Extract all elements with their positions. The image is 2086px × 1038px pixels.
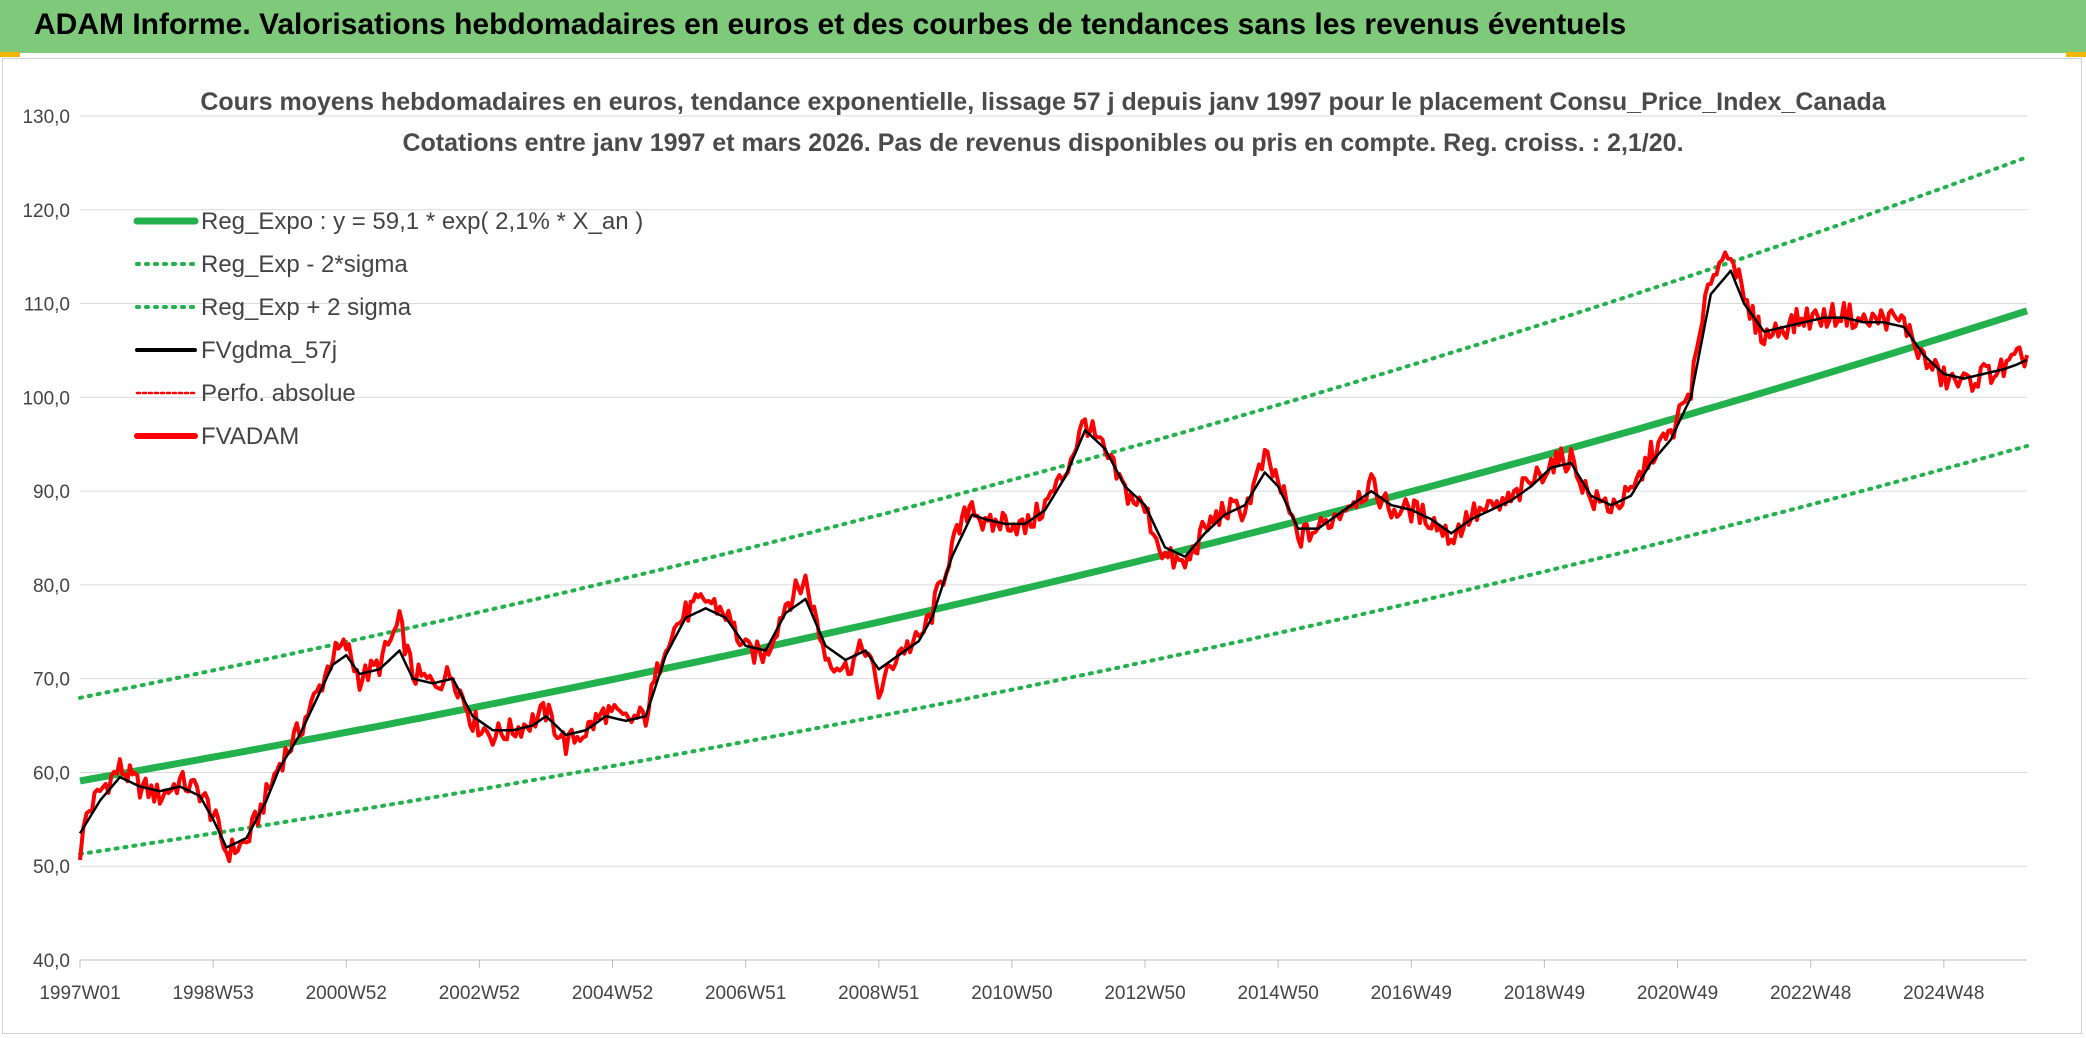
- x-tick-label: 2000W52: [306, 983, 387, 1004]
- legend-label: FVgdma_57j: [201, 337, 337, 364]
- y-tick-label: 40,0: [33, 951, 70, 972]
- x-tick-label: 2020W49: [1637, 983, 1718, 1004]
- chart-subtitle: Cotations entre janv 1997 et mars 2026. …: [402, 129, 1683, 157]
- report-header: ADAM Informe. Valorisations hebdomadaire…: [0, 0, 2086, 53]
- x-tick-label: 2002W52: [439, 983, 520, 1004]
- y-tick-label: 90,0: [33, 482, 70, 503]
- x-tick-label: 1997W01: [39, 983, 120, 1004]
- x-tick-label: 2024W48: [1903, 983, 1984, 1004]
- legend-label: Perfo. absolue: [201, 380, 356, 407]
- legend-label: Reg_Exp + 2 sigma: [201, 294, 412, 321]
- regression-line: [79, 307, 2029, 785]
- corner-accent-right: [2066, 52, 2086, 57]
- x-tick-label: 2022W48: [1770, 983, 1851, 1004]
- y-tick-label: 50,0: [33, 857, 70, 878]
- grid-layer: [80, 115, 2027, 961]
- y-tick-label: 100,0: [22, 388, 70, 409]
- axis-layer: 40,0 50,0 60,0 70,0 80,0 90,0 100,0 110,0 120,0 1…: [22, 107, 1984, 1004]
- legend: Reg_Expo : y = 59,1 * exp( 2,1% * X_an )…: [133, 208, 643, 450]
- x-tick-label: 2004W52: [572, 983, 653, 1004]
- legend-label: FVADAM: [201, 423, 299, 450]
- legend-label: Reg_Exp - 2*sigma: [201, 251, 408, 278]
- corner-accent-left: [0, 52, 20, 57]
- y-tick-label: 60,0: [33, 763, 70, 784]
- x-tick-label: 1998W53: [172, 983, 253, 1004]
- chart-frame: [2, 58, 2082, 1034]
- y-tick-label: 120,0: [22, 201, 70, 222]
- y-tick-label: 130,0: [22, 107, 70, 128]
- x-tick-label: 2012W50: [1104, 983, 1185, 1004]
- y-tick-label: 80,0: [33, 576, 70, 597]
- y-tick-label: 70,0: [33, 670, 70, 691]
- legend-label: Reg_Expo : y = 59,1 * exp( 2,1% * X_an ): [201, 208, 643, 235]
- series-fvgdma-57j: [78, 269, 2028, 849]
- regression-lower-line: [78, 444, 2029, 856]
- chart-title: Cours moyens hebdomadaires en euros, ten…: [200, 88, 1886, 116]
- x-tick-label: 2008W51: [838, 983, 919, 1004]
- x-tick-label: 2018W49: [1504, 983, 1585, 1004]
- series-fvadam: [78, 250, 2029, 864]
- series-layer: [78, 155, 2029, 864]
- x-tick-label: 2006W51: [705, 983, 786, 1004]
- x-tick-label: 2016W49: [1371, 983, 1452, 1004]
- x-tick-label: 2014W50: [1237, 983, 1318, 1004]
- report-title: ADAM Informe. Valorisations hebdomadaire…: [34, 8, 1627, 41]
- y-tick-label: 110,0: [24, 295, 70, 316]
- regression-upper-line: [78, 155, 2029, 700]
- x-tick-label: 2010W50: [971, 983, 1052, 1004]
